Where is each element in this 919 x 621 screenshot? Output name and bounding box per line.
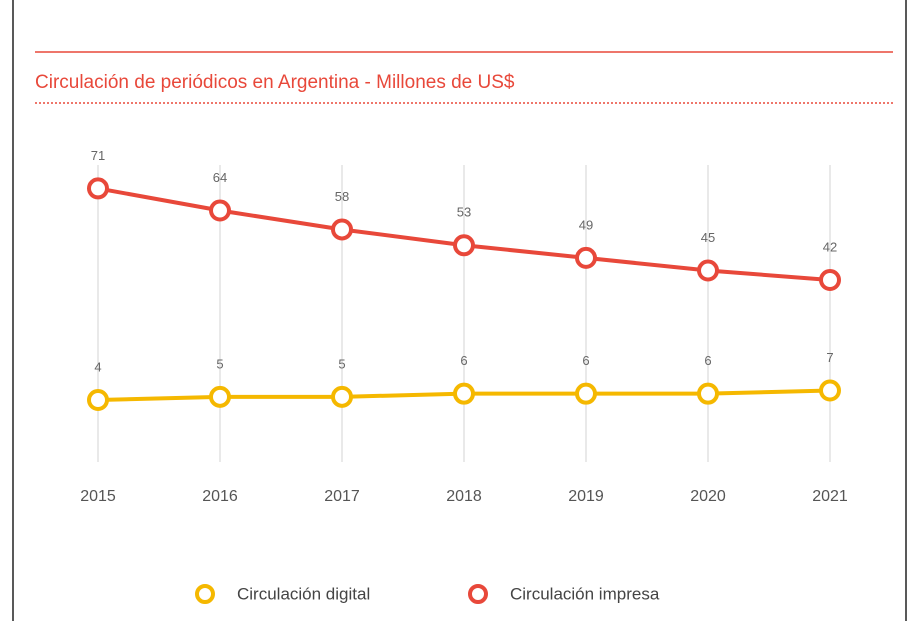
- x-tick-label: 2018: [446, 488, 482, 505]
- data-point: [819, 379, 841, 402]
- data-point: [87, 177, 109, 200]
- data-point: [575, 246, 597, 269]
- legend-marker: [195, 584, 215, 604]
- data-point: [87, 389, 109, 411]
- data-label: 45: [701, 230, 715, 245]
- data-point: [697, 259, 719, 282]
- data-label: 49: [579, 217, 593, 232]
- data-label: 53: [457, 205, 471, 220]
- data-label: 58: [335, 189, 349, 204]
- legend-label: Circulación impresa: [510, 584, 660, 603]
- x-tick-label: 2020: [690, 488, 726, 505]
- data-point: [819, 269, 841, 291]
- x-tick-label: 2021: [812, 488, 848, 505]
- x-tick-label: 2016: [202, 488, 238, 505]
- data-label: 71: [91, 148, 105, 163]
- data-label: 6: [704, 353, 711, 368]
- chart-title: Circulación de periódicos en Argentina -…: [35, 72, 515, 93]
- data-label: 64: [213, 170, 227, 185]
- x-tick-label: 2015: [80, 488, 116, 505]
- data-label: 6: [582, 353, 589, 368]
- data-point: [697, 382, 719, 405]
- legend-label: Circulación digital: [237, 584, 370, 603]
- x-tick-label: 2017: [324, 488, 360, 505]
- data-label: 4: [94, 359, 101, 374]
- data-label: 5: [216, 356, 223, 371]
- data-label: 6: [460, 353, 467, 368]
- data-point: [331, 218, 353, 241]
- data-label: 5: [338, 356, 345, 371]
- x-tick-label: 2019: [568, 488, 604, 505]
- data-point: [575, 382, 597, 405]
- data-point: [453, 382, 475, 405]
- data-point: [209, 385, 231, 408]
- data-label: 7: [826, 350, 833, 365]
- data-label: 42: [823, 239, 837, 254]
- data-point: [331, 385, 353, 408]
- data-point: [209, 199, 231, 222]
- legend-marker: [468, 584, 488, 604]
- data-point: [453, 234, 475, 257]
